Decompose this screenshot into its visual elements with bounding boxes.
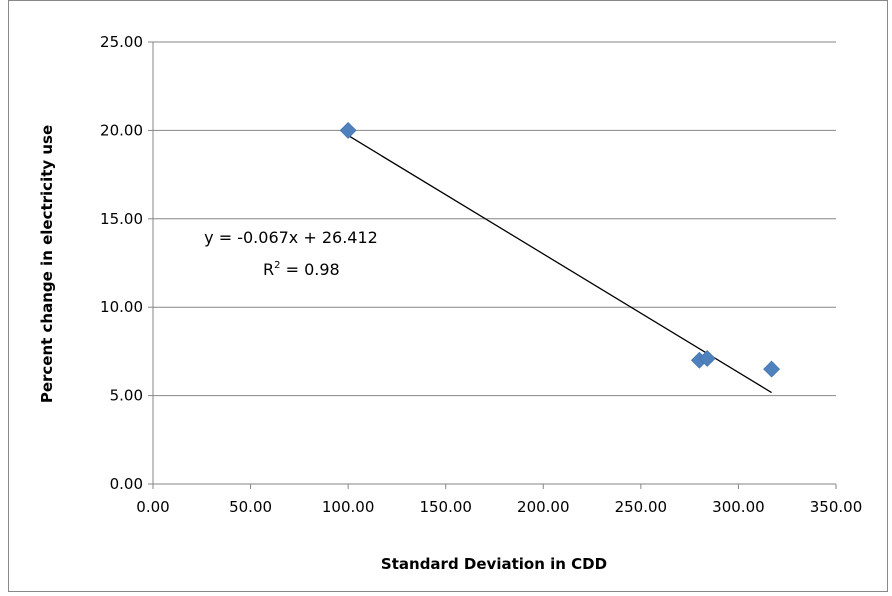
tick-layer: 0.00 5.00 10.00 15.00 20.00 25.00 0.00 50.00 100… [100, 33, 862, 516]
trendline-r-squared: R2 = 0.98 [263, 260, 340, 279]
trendline-layer [347, 134, 772, 394]
x-tick-label-7: 350.00 [810, 498, 863, 516]
y-axis-title: Percent change in electricity use [38, 125, 56, 403]
y-tick-label-5: 25.00 [100, 33, 143, 51]
x-axis-title: Standard Deviation in CDD [381, 555, 607, 573]
y-tick-label-2: 10.00 [100, 298, 143, 316]
point-layer [339, 121, 781, 378]
data-point-0-0 [339, 121, 357, 139]
y-tick-label-1: 5.00 [110, 387, 143, 405]
x-tick-label-1: 50.00 [229, 498, 272, 516]
trendline-equation: y = -0.067x + 26.412 [204, 228, 378, 247]
r-squared-prefix: R [263, 260, 274, 279]
data-point-0-3 [763, 360, 781, 378]
x-tick-label-3: 150.00 [419, 498, 472, 516]
r-squared-value: = 0.98 [281, 260, 340, 279]
y-tick-label-4: 20.00 [100, 121, 143, 139]
axis-layer [148, 41, 837, 489]
chart-frame [8, 0, 888, 592]
y-tick-label-0: 0.00 [110, 475, 143, 493]
x-tick-label-6: 300.00 [712, 498, 765, 516]
y-tick-label-3: 15.00 [100, 210, 143, 228]
x-tick-label-0: 0.00 [136, 498, 169, 516]
grid-layer [153, 41, 836, 397]
data-point-0-2 [698, 350, 716, 367]
r-squared-superscript: 2 [274, 260, 280, 271]
x-tick-label-2: 100.00 [322, 498, 375, 516]
x-tick-label-5: 250.00 [615, 498, 668, 516]
trendline [347, 134, 772, 394]
x-tick-label-4: 200.00 [517, 498, 570, 516]
